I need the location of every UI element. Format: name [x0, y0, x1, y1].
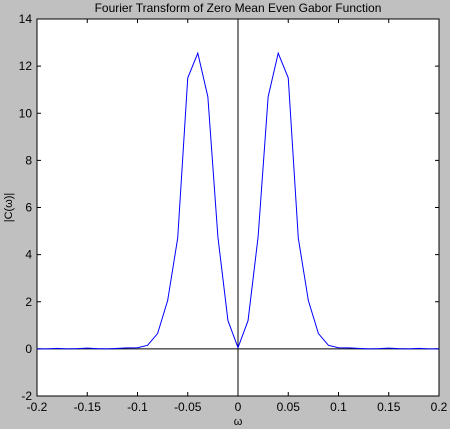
y-tick-label: 0 [25, 342, 32, 356]
x-tick-label: -0.1 [127, 400, 148, 414]
x-tick-label: 0 [235, 400, 242, 414]
y-tick-label: 14 [19, 12, 33, 26]
series-group [37, 51, 439, 350]
y-tick-label: 2 [25, 295, 32, 309]
y-tick-labels: -2 0 2 4 6 8 10 12 14 [19, 12, 33, 403]
x-tick-label: 0.05 [277, 400, 301, 414]
y-tick-label: 12 [19, 59, 33, 73]
y-tick-label: 6 [25, 201, 32, 215]
x-tick-label: -0.15 [74, 400, 102, 414]
y-tick-label: 8 [25, 153, 32, 167]
chart-title: Fourier Transform of Zero Mean Even Gabo… [95, 1, 382, 15]
y-tick-label: -2 [21, 389, 32, 403]
series-line [37, 51, 439, 350]
axis-ticks [36, 18, 440, 397]
y-tick-label: 4 [25, 248, 32, 262]
y-axis-label: |C(ω)| [3, 193, 15, 223]
x-tick-label: 0.1 [330, 400, 347, 414]
x-tick-label: -0.05 [174, 400, 202, 414]
x-tick-label: 0.15 [377, 400, 401, 414]
x-tick-label: -0.2 [27, 400, 48, 414]
y-tick-label: 10 [19, 106, 33, 120]
x-axis-label: ω [234, 416, 243, 428]
x-tick-label: 0.2 [431, 400, 448, 414]
x-tick-labels: -0.2 -0.15 -0.1 -0.05 0 0.05 0.1 0.15 0.2 [27, 400, 448, 414]
